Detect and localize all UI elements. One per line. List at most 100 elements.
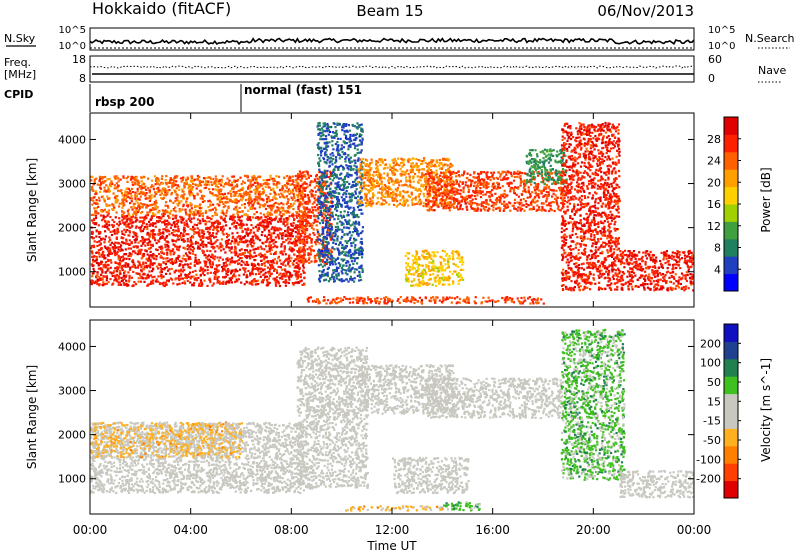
heatmap-cell bbox=[396, 187, 399, 190]
heatmap-cell bbox=[343, 233, 346, 236]
heatmap-cell bbox=[297, 205, 300, 208]
heatmap-cell bbox=[341, 129, 344, 132]
heatmap-cell bbox=[318, 280, 322, 283]
heatmap-cell bbox=[139, 186, 142, 189]
heatmap-cell bbox=[249, 249, 252, 252]
heatmap-cell bbox=[293, 202, 296, 205]
heatmap-cell bbox=[317, 178, 320, 181]
heatmap-cell bbox=[115, 187, 118, 190]
heatmap-cell bbox=[211, 188, 215, 191]
heatmap-cell bbox=[133, 182, 137, 185]
heatmap-cell bbox=[223, 268, 226, 271]
heatmap-cell bbox=[170, 191, 173, 195]
heatmap-cell bbox=[335, 133, 338, 136]
heatmap-cell bbox=[133, 178, 136, 181]
heatmap-cell bbox=[190, 204, 193, 207]
heatmap-cell bbox=[307, 222, 310, 225]
heatmap-cell bbox=[344, 219, 347, 222]
heatmap-cell bbox=[296, 173, 300, 176]
heatmap-cell bbox=[355, 132, 358, 135]
heatmap-cell bbox=[321, 231, 324, 234]
heatmap-cell bbox=[233, 242, 236, 245]
heatmap-cell bbox=[224, 214, 228, 217]
heatmap-cell bbox=[303, 210, 307, 213]
heatmap-cell bbox=[320, 275, 323, 278]
heatmap-cell bbox=[252, 202, 255, 205]
heatmap-cell bbox=[227, 207, 230, 210]
heatmap-cell bbox=[320, 203, 323, 206]
heatmap-cell bbox=[174, 197, 177, 200]
heatmap-cell bbox=[261, 219, 264, 222]
heatmap-cell bbox=[335, 274, 338, 278]
heatmap-cell bbox=[203, 200, 206, 203]
heatmap-cell bbox=[239, 222, 243, 225]
heatmap-cell bbox=[281, 268, 284, 271]
heatmap-cell bbox=[311, 224, 314, 227]
heatmap-cell bbox=[180, 232, 183, 235]
heatmap-cell bbox=[326, 122, 329, 126]
heatmap-cell bbox=[198, 182, 201, 185]
heatmap-cell bbox=[220, 228, 223, 231]
heatmap-cell bbox=[346, 226, 349, 229]
heatmap-cell bbox=[244, 254, 247, 257]
heatmap-cell bbox=[117, 246, 120, 249]
heatmap-cell bbox=[264, 264, 267, 267]
heatmap-cell bbox=[132, 245, 135, 249]
heatmap-cell bbox=[299, 197, 302, 200]
heatmap-cell bbox=[103, 238, 106, 241]
heatmap-cell bbox=[177, 228, 180, 231]
heatmap-cell bbox=[189, 248, 192, 251]
heatmap-cell bbox=[118, 281, 121, 284]
heatmap-cell bbox=[129, 217, 132, 220]
heatmap-cell bbox=[269, 212, 272, 215]
heatmap-cell bbox=[345, 264, 348, 267]
heatmap-cell bbox=[348, 266, 351, 269]
heatmap-cell bbox=[321, 255, 325, 258]
heatmap-cell bbox=[319, 249, 322, 253]
heatmap-cell bbox=[140, 205, 143, 208]
heatmap-cell bbox=[148, 210, 151, 214]
heatmap-cell bbox=[283, 246, 286, 249]
heatmap-cell bbox=[313, 255, 316, 258]
heatmap-cell bbox=[229, 215, 232, 218]
heatmap-cell bbox=[300, 194, 303, 197]
heatmap-cell bbox=[159, 236, 162, 239]
heatmap-cell bbox=[145, 206, 148, 209]
heatmap-cell bbox=[198, 284, 201, 287]
heatmap-cell bbox=[101, 269, 104, 273]
heatmap-cell bbox=[220, 181, 224, 184]
heatmap-cell bbox=[166, 210, 169, 213]
heatmap-cell bbox=[315, 175, 318, 178]
heatmap-cell bbox=[306, 248, 309, 251]
heatmap-cell bbox=[328, 227, 331, 231]
heatmap-cell bbox=[336, 196, 339, 199]
heatmap-cell bbox=[240, 252, 243, 255]
heatmap-cell bbox=[318, 277, 321, 281]
heatmap-cell bbox=[147, 243, 150, 246]
heatmap-cell bbox=[303, 173, 306, 177]
heatmap-cell bbox=[136, 201, 139, 204]
heatmap-cell bbox=[179, 270, 182, 273]
heatmap-cell bbox=[91, 175, 94, 178]
heatmap-cell bbox=[344, 157, 347, 160]
heatmap-cell bbox=[324, 248, 327, 251]
heatmap-cell bbox=[332, 158, 335, 161]
heatmap-cell bbox=[241, 203, 244, 207]
heatmap-cell bbox=[333, 248, 336, 251]
heatmap-cell bbox=[329, 232, 332, 235]
heatmap-cell bbox=[329, 190, 332, 193]
heatmap-cell bbox=[330, 223, 333, 226]
heatmap-cell bbox=[147, 186, 150, 190]
heatmap-cell bbox=[265, 275, 269, 278]
heatmap-cell bbox=[160, 197, 163, 200]
heatmap-cell bbox=[197, 245, 200, 248]
heatmap-cell bbox=[193, 223, 196, 226]
heatmap-cell bbox=[325, 194, 328, 197]
heatmap-cell bbox=[244, 191, 247, 194]
heatmap-cell bbox=[180, 238, 184, 242]
heatmap-cell bbox=[216, 276, 219, 279]
heatmap-cell bbox=[100, 196, 104, 199]
heatmap-cell bbox=[119, 222, 122, 225]
heatmap-cell bbox=[144, 215, 147, 218]
heatmap-cell bbox=[223, 192, 227, 195]
